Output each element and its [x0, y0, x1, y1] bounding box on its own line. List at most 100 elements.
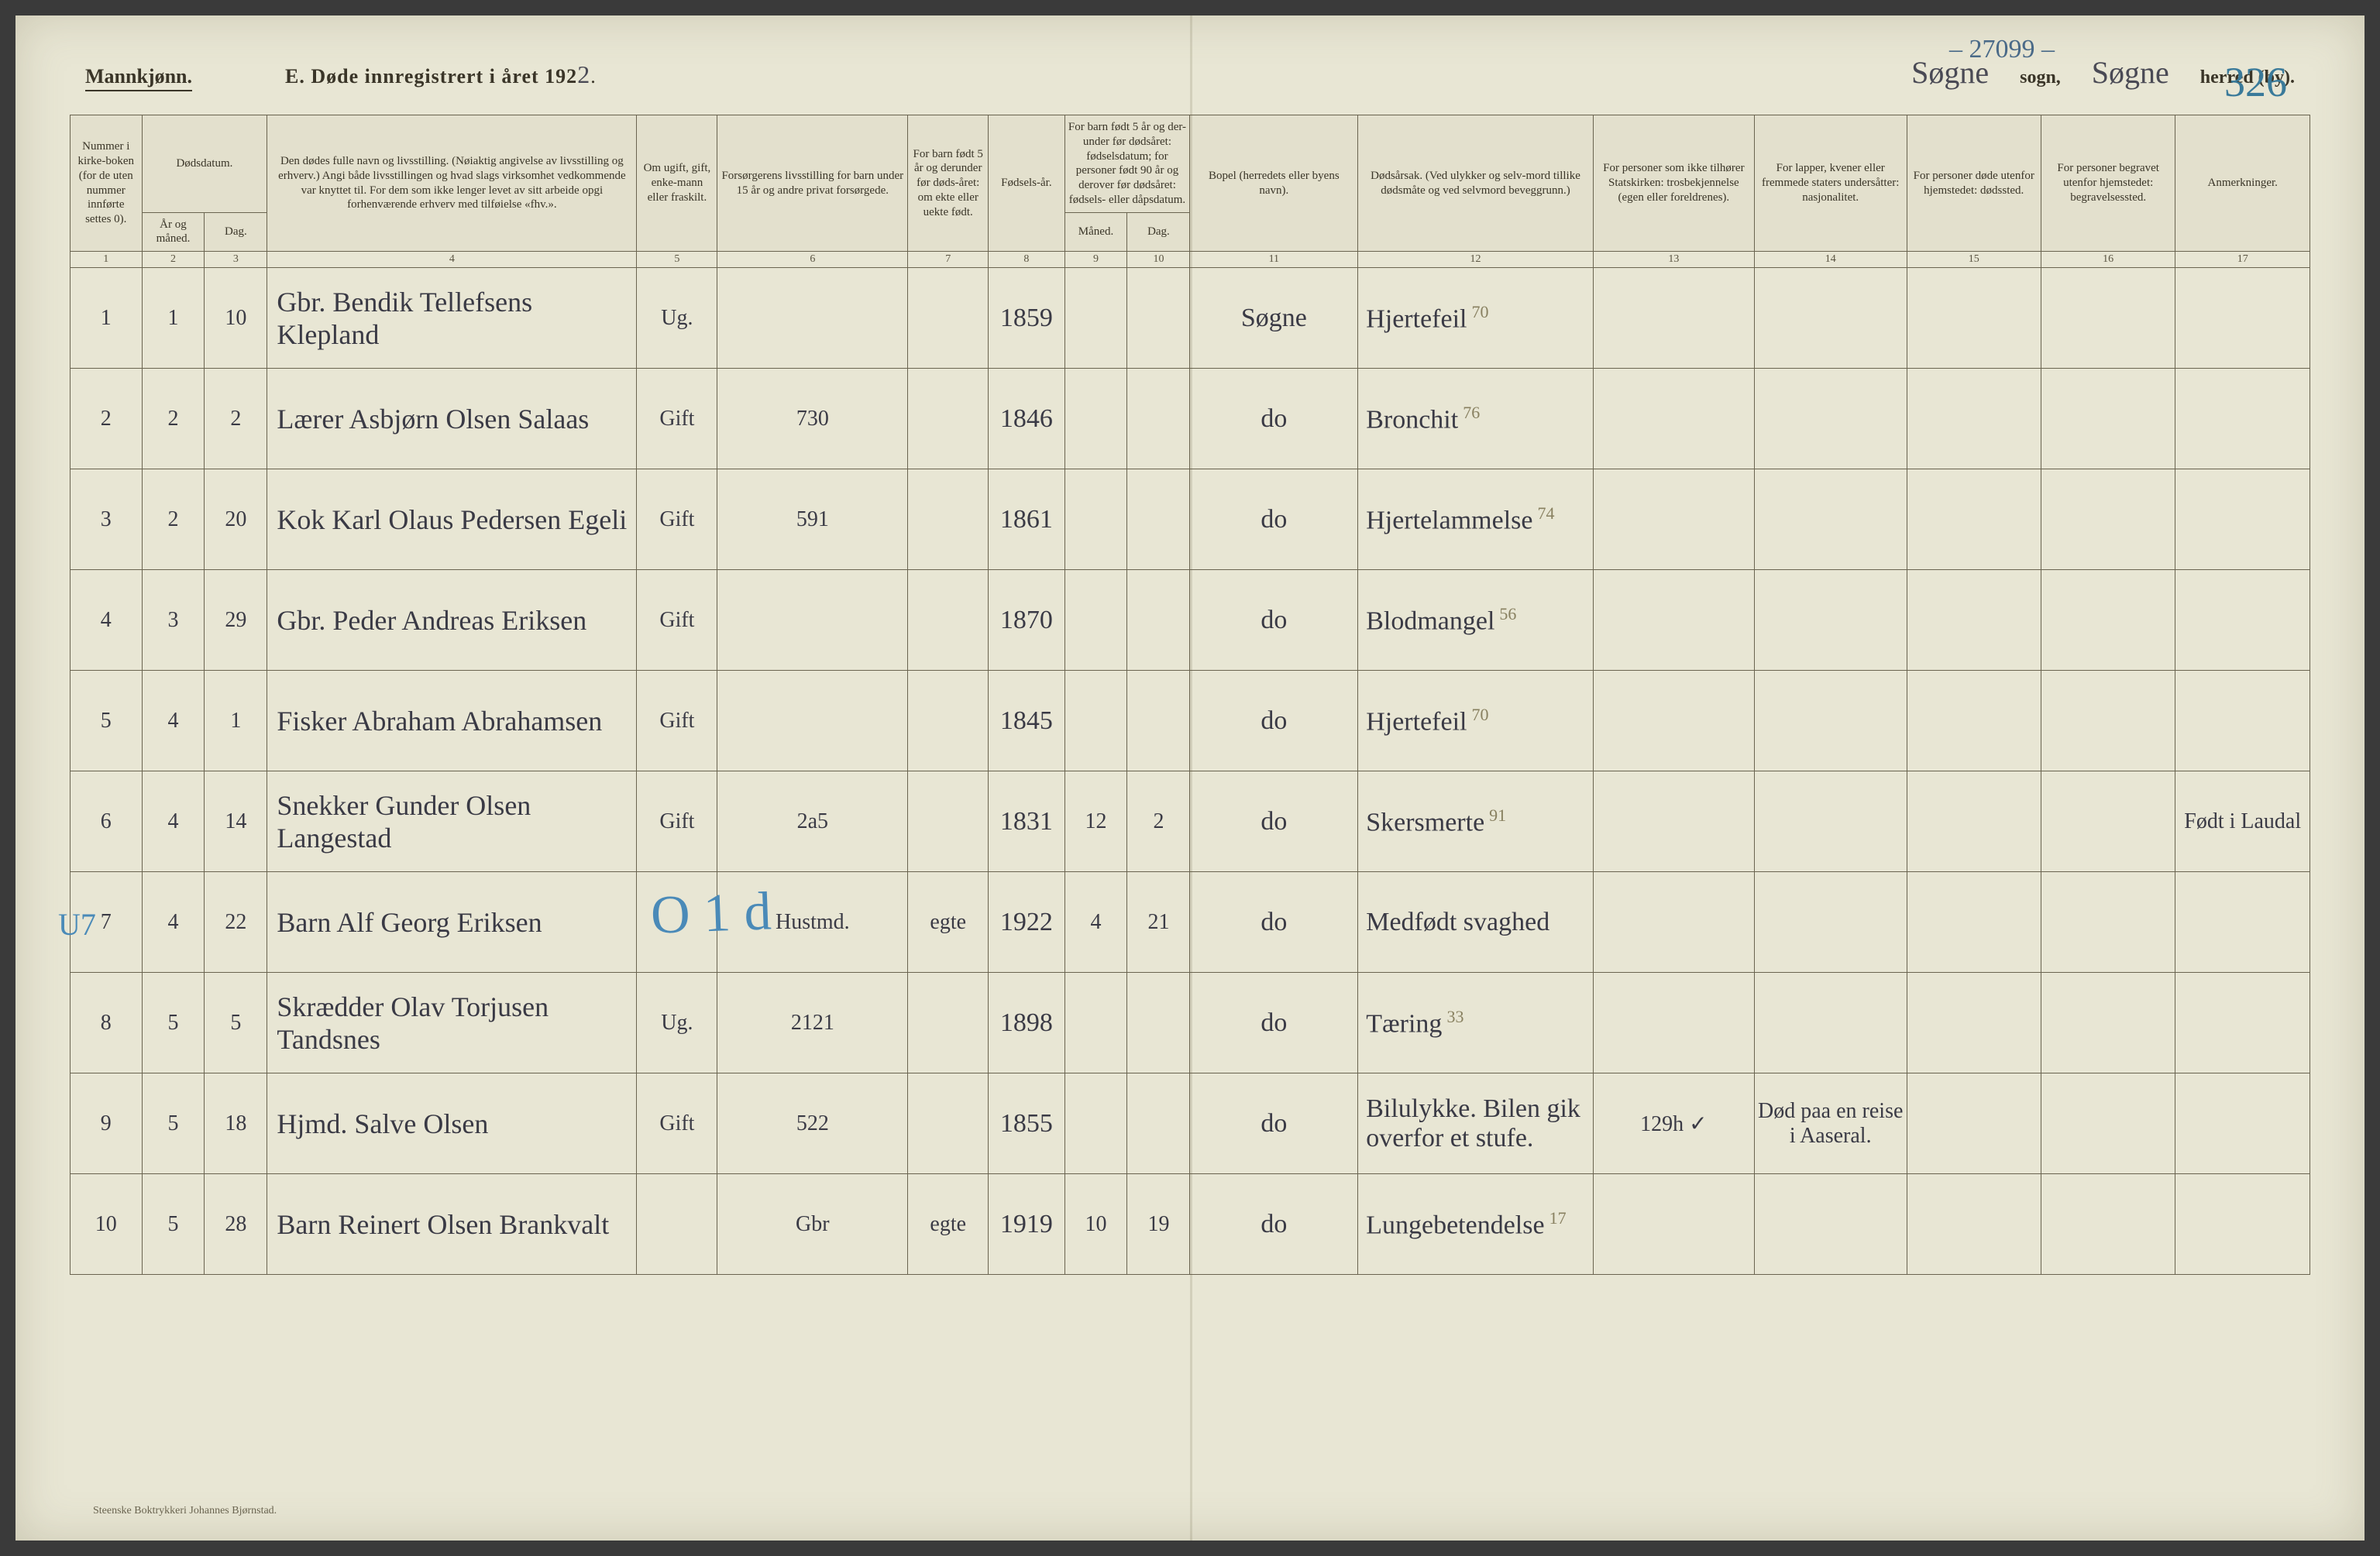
cell-name: Snekker Gunder Olsen Langestad	[267, 771, 637, 872]
cell-c17	[2175, 469, 2310, 570]
cell-birthmonth	[1064, 570, 1127, 671]
col-7-header: For barn født 5 år og derunder før døds-…	[908, 115, 989, 252]
cell-bopel: do	[1190, 469, 1358, 570]
cell-birthyear: 1846	[989, 369, 1064, 469]
cell-bopel: do	[1190, 973, 1358, 1073]
cell-c13	[1593, 771, 1754, 872]
col-16-header: For personer begravet utenfor hjemstedet…	[2041, 115, 2175, 252]
cell-c15	[1907, 872, 2041, 973]
table-row: 1110Gbr. Bendik Tellefsens KleplandUg.18…	[71, 268, 2310, 369]
cell-provider: Gbr	[717, 1174, 908, 1275]
cell-status	[637, 1174, 717, 1275]
column-number: 14	[1754, 252, 1907, 268]
cell-day: 29	[205, 570, 267, 671]
cell-birthyear: 1861	[989, 469, 1064, 570]
cell-num: 2	[71, 369, 143, 469]
cell-c16	[2041, 570, 2175, 671]
cell-provider	[717, 671, 908, 771]
cell-ekte: egte	[908, 872, 989, 973]
cell-bopel: do	[1190, 369, 1358, 469]
cell-c15	[1907, 268, 2041, 369]
cell-month: 4	[142, 671, 205, 771]
col-14-header: For lapper, kvener eller fremmede stater…	[1754, 115, 1907, 252]
cell-provider: 730	[717, 369, 908, 469]
cell-c13	[1593, 872, 1754, 973]
title-suffix: .	[590, 65, 597, 88]
age-annotation: 70	[1471, 705, 1488, 724]
col-1-header: Nummer i kirke-boken (for de uten nummer…	[71, 115, 143, 252]
page-number: 326	[2224, 58, 2287, 106]
cell-c16	[2041, 671, 2175, 771]
cell-birthmonth	[1064, 671, 1127, 771]
cell-day: 22	[205, 872, 267, 973]
cell-c17: Født i Laudal	[2175, 771, 2310, 872]
age-annotation: 70	[1471, 302, 1488, 321]
cell-provider	[717, 570, 908, 671]
cell-name: Fisker Abraham Abrahamsen	[267, 671, 637, 771]
cell-birthday: 2	[1127, 771, 1190, 872]
cell-bopel: do	[1190, 872, 1358, 973]
header-left: Mannkjønn. E. Døde innregistrert i året …	[85, 60, 597, 91]
cell-name: Barn Alf Georg Eriksen	[267, 872, 637, 973]
cell-c13	[1593, 469, 1754, 570]
cell-c17	[2175, 369, 2310, 469]
cell-birthmonth	[1064, 268, 1127, 369]
column-number-row: 1234567891011121314151617	[71, 252, 2310, 268]
cell-birthday	[1127, 369, 1190, 469]
cell-num: 10	[71, 1174, 143, 1275]
cell-ekte: egte	[908, 1174, 989, 1275]
cell-birthday	[1127, 268, 1190, 369]
col-6-header: Forsørgerens livsstilling for barn under…	[717, 115, 908, 252]
age-annotation: 76	[1463, 403, 1480, 422]
cell-c14	[1754, 872, 1907, 973]
col-13-header: For personer som ikke tilhører Statskirk…	[1593, 115, 1754, 252]
table-head: Nummer i kirke-boken (for de uten nummer…	[71, 115, 2310, 268]
column-number: 11	[1190, 252, 1358, 268]
cell-c14	[1754, 671, 1907, 771]
title-line: E. Døde innregistrert i året 1922.	[285, 60, 597, 89]
cell-birthyear: 1898	[989, 973, 1064, 1073]
cell-cause: Skersmerte91	[1358, 771, 1594, 872]
cell-day: 14	[205, 771, 267, 872]
cell-num: 5	[71, 671, 143, 771]
col-2-header: År og måned.	[142, 212, 205, 252]
cell-birthyear: 1919	[989, 1174, 1064, 1275]
cell-c16	[2041, 872, 2175, 973]
cell-ekte	[908, 1073, 989, 1174]
table-row: 3220Kok Karl Olaus Pedersen EgeliGift591…	[71, 469, 2310, 570]
cell-status: Gift	[637, 369, 717, 469]
cell-name: Kok Karl Olaus Pedersen Egeli	[267, 469, 637, 570]
table-row: 6414Snekker Gunder Olsen LangestadGift2a…	[71, 771, 2310, 872]
cell-birthyear: 1831	[989, 771, 1064, 872]
cell-ekte	[908, 973, 989, 1073]
column-number: 2	[142, 252, 205, 268]
cell-ekte	[908, 771, 989, 872]
column-number: 3	[205, 252, 267, 268]
blue-overlay-annotation: O 1 d	[650, 881, 772, 946]
column-number: 1	[71, 252, 143, 268]
cell-status: Gift	[637, 1073, 717, 1174]
age-annotation: 17	[1549, 1208, 1567, 1228]
cell-provider: 2a5	[717, 771, 908, 872]
cell-day: 18	[205, 1073, 267, 1174]
column-number: 8	[989, 252, 1064, 268]
cell-c17	[2175, 973, 2310, 1073]
cell-c14	[1754, 973, 1907, 1073]
column-number: 16	[2041, 252, 2175, 268]
cell-c13: 129h ✓	[1593, 1073, 1754, 1174]
cell-month: 4	[142, 771, 205, 872]
col-17-header: Anmerkninger.	[2175, 115, 2310, 252]
age-annotation: 56	[1499, 604, 1516, 623]
cell-bopel: Søgne	[1190, 268, 1358, 369]
cell-provider: 591	[717, 469, 908, 570]
column-number: 13	[1593, 252, 1754, 268]
cell-bopel: do	[1190, 1073, 1358, 1174]
cell-day: 1	[205, 671, 267, 771]
cell-month: 5	[142, 973, 205, 1073]
cell-birthday	[1127, 973, 1190, 1073]
title-prefix: E. Døde innregistrert i året 192	[285, 65, 577, 88]
column-number: 17	[2175, 252, 2310, 268]
col-10-header: Dag.	[1127, 212, 1190, 252]
cell-birthmonth	[1064, 973, 1127, 1073]
cell-name: Barn Reinert Olsen Brankvalt	[267, 1174, 637, 1275]
